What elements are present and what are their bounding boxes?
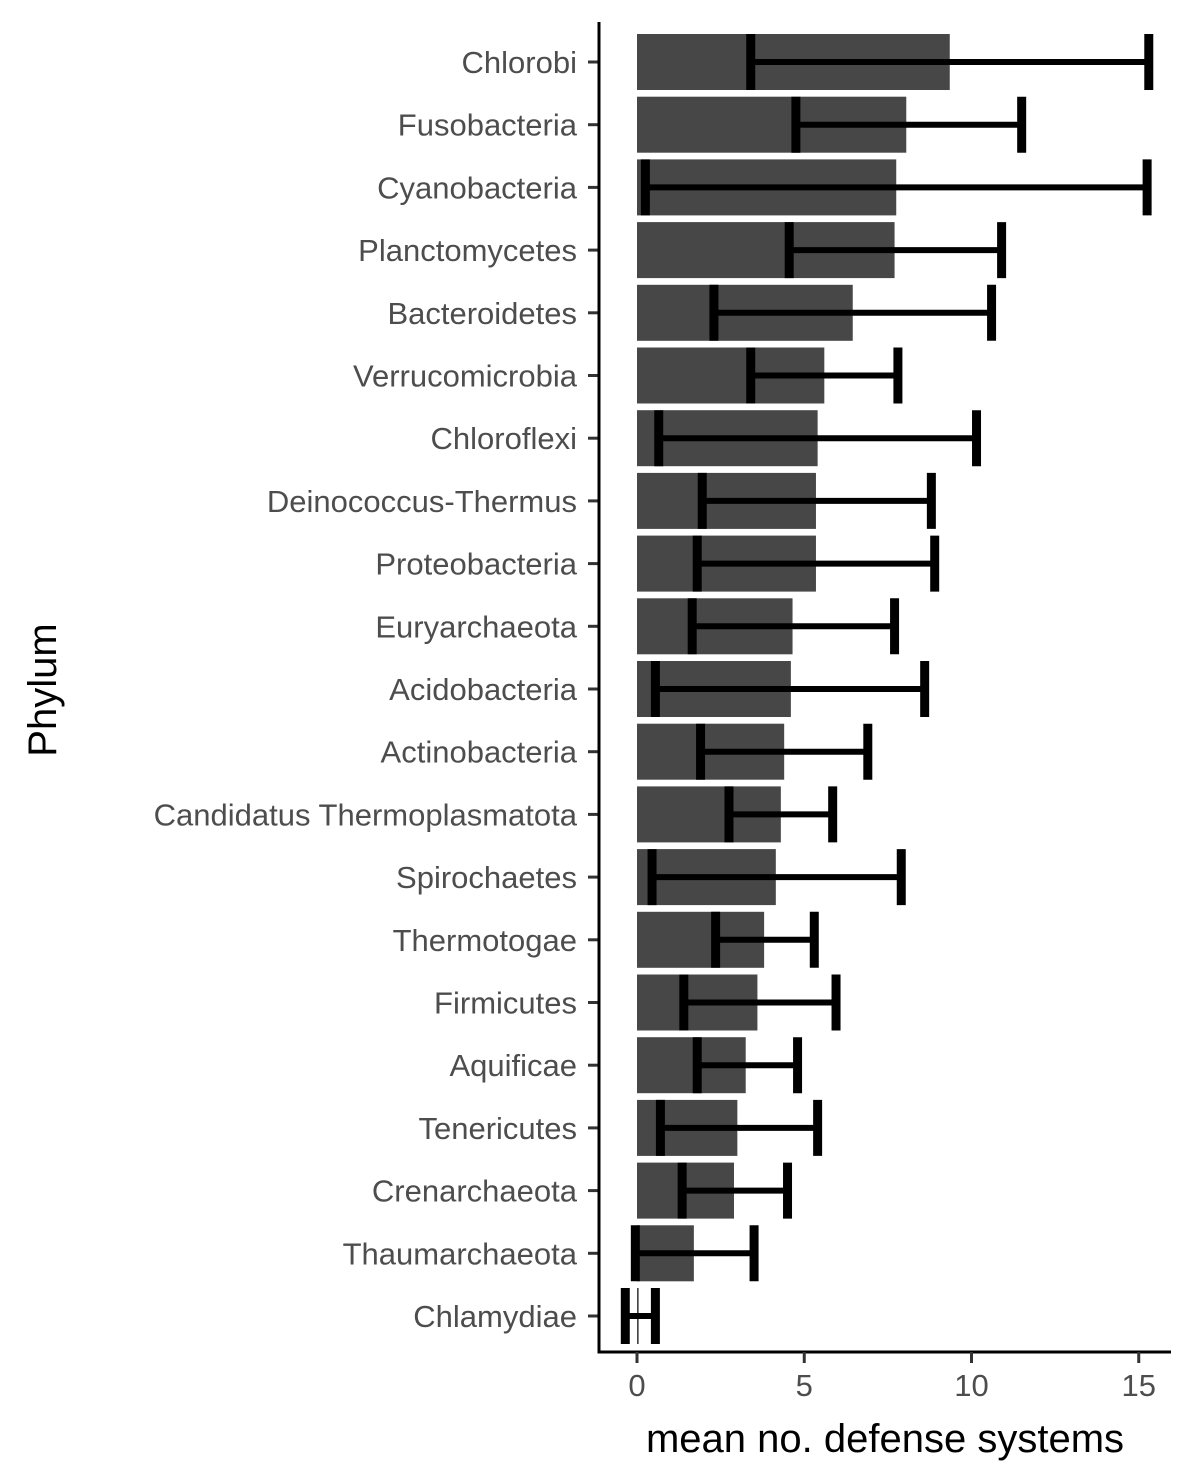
y-axis: Chlorobi Fusobacteria Cyanobacteria Plancto… [154, 22, 601, 1354]
x-tick-label: 0 [628, 1368, 645, 1403]
y-tick-label: Thaumarchaeota [343, 1236, 578, 1271]
y-tick-label: Chlamydiae [413, 1299, 577, 1334]
y-tick-label: Euryarchaeota [375, 609, 577, 644]
y-axis-title: Phylum [21, 623, 65, 756]
y-tick-label: Verrucomicrobia [353, 359, 578, 394]
x-axis: 0 5 10 15 [597, 1350, 1171, 1403]
y-tick-label: Candidatus Thermoplasmatota [154, 797, 578, 832]
y-tick-label: Crenarchaeota [372, 1174, 578, 1209]
x-axis-title: mean no. defense systems [646, 1417, 1124, 1461]
x-tick-label: 15 [1122, 1368, 1156, 1403]
y-tick-label: Thermotogae [393, 923, 577, 958]
x-tick-label: 5 [796, 1368, 813, 1403]
x-tick-label: 10 [954, 1368, 988, 1403]
y-tick-label: Planctomycetes [358, 233, 577, 268]
y-tick-label: Firmicutes [434, 986, 577, 1021]
y-tick-label: Spirochaetes [396, 860, 577, 895]
y-tick-label: Chloroflexi [431, 421, 577, 456]
y-tick-label: Aquificae [449, 1048, 577, 1083]
y-tick-label: Fusobacteria [398, 108, 578, 143]
y-tick-label: Chlorobi [462, 45, 577, 80]
y-tick-label: Acidobacteria [389, 672, 578, 707]
y-tick-label: Bacteroidetes [387, 296, 577, 331]
errorbars-layer [620, 34, 1154, 1344]
y-tick-label: Tenericutes [418, 1111, 577, 1146]
y-tick-label: Proteobacteria [375, 547, 577, 582]
y-tick-label: Actinobacteria [381, 735, 578, 770]
y-tick-label: Cyanobacteria [377, 170, 578, 205]
y-tick-label: Deinococcus-Thermus [267, 484, 577, 519]
